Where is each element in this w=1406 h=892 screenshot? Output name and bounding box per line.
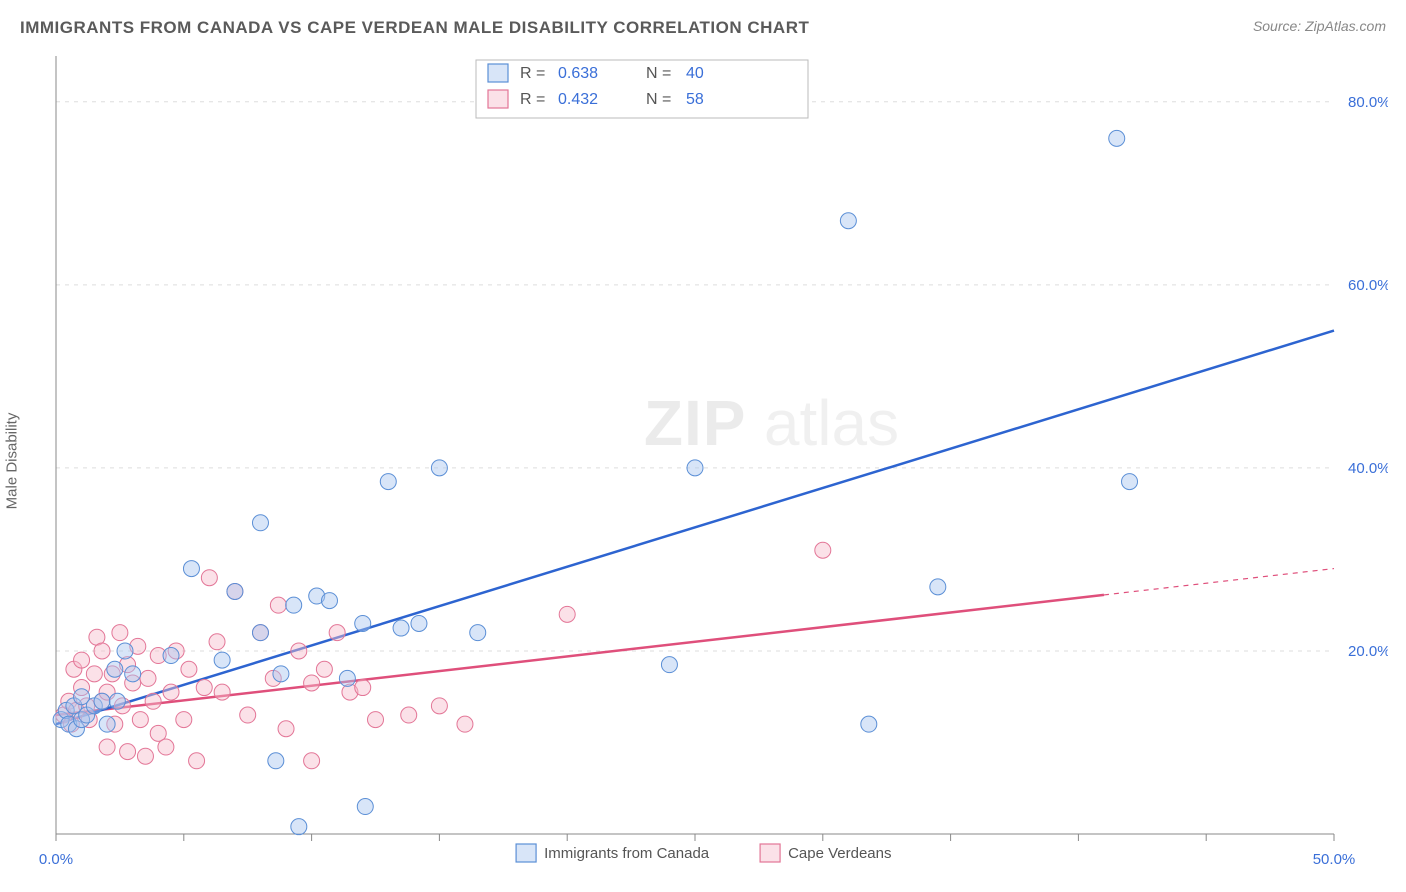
legend-swatch bbox=[488, 90, 508, 108]
data-point bbox=[74, 652, 90, 668]
data-point bbox=[227, 583, 243, 599]
data-point bbox=[252, 625, 268, 641]
data-point bbox=[214, 684, 230, 700]
data-point bbox=[158, 739, 174, 755]
data-point bbox=[278, 721, 294, 737]
data-point bbox=[99, 716, 115, 732]
data-point bbox=[132, 712, 148, 728]
data-point bbox=[286, 597, 302, 613]
data-point bbox=[815, 542, 831, 558]
data-point bbox=[181, 661, 197, 677]
legend-r-label: R = bbox=[520, 65, 545, 82]
data-point bbox=[109, 693, 125, 709]
source-attribution: Source: ZipAtlas.com bbox=[1253, 18, 1386, 34]
data-point bbox=[214, 652, 230, 668]
data-point bbox=[329, 625, 345, 641]
data-point bbox=[393, 620, 409, 636]
data-point bbox=[840, 213, 856, 229]
data-point bbox=[273, 666, 289, 682]
y-tick-label: 60.0% bbox=[1348, 277, 1388, 294]
x-tick-label: 0.0% bbox=[39, 851, 73, 868]
legend-series-label: Cape Verdeans bbox=[788, 845, 891, 862]
data-point bbox=[189, 753, 205, 769]
data-point bbox=[201, 570, 217, 586]
data-point bbox=[252, 515, 268, 531]
legend-r-label: R = bbox=[520, 91, 545, 108]
data-point bbox=[431, 460, 447, 476]
data-point bbox=[321, 593, 337, 609]
data-point bbox=[137, 748, 153, 764]
data-point bbox=[163, 648, 179, 664]
legend-swatch bbox=[516, 844, 536, 862]
chart-title: IMMIGRANTS FROM CANADA VS CAPE VERDEAN M… bbox=[20, 18, 809, 37]
data-point bbox=[355, 615, 371, 631]
data-point bbox=[661, 657, 677, 673]
data-point bbox=[240, 707, 256, 723]
watermark: atlas bbox=[764, 387, 899, 459]
data-point bbox=[107, 661, 123, 677]
legend-swatch bbox=[760, 844, 780, 862]
data-point bbox=[687, 460, 703, 476]
y-axis-label: Male Disability bbox=[4, 413, 21, 510]
data-point bbox=[930, 579, 946, 595]
data-point bbox=[304, 753, 320, 769]
data-point bbox=[117, 643, 133, 659]
data-point bbox=[368, 712, 384, 728]
data-point bbox=[268, 753, 284, 769]
data-point bbox=[120, 744, 136, 760]
data-point bbox=[291, 643, 307, 659]
data-point bbox=[163, 684, 179, 700]
data-point bbox=[291, 819, 307, 835]
data-point bbox=[86, 666, 102, 682]
data-point bbox=[304, 675, 320, 691]
data-point bbox=[176, 712, 192, 728]
trend-line-ext-capeverde bbox=[1104, 569, 1334, 595]
legend-r-value: 0.432 bbox=[558, 91, 598, 108]
data-point bbox=[339, 670, 355, 686]
trend-line-capeverde bbox=[56, 595, 1104, 715]
legend-r-value: 0.638 bbox=[558, 65, 598, 82]
data-point bbox=[94, 693, 110, 709]
data-point bbox=[316, 661, 332, 677]
correlation-scatter-chart: 20.0% 40.0% 60.0% 80.0% 0.0% 50.0% ZIPatlas R =… bbox=[18, 48, 1388, 874]
data-point bbox=[431, 698, 447, 714]
watermark: ZIP bbox=[644, 387, 747, 459]
legend-series-label: Immigrants from Canada bbox=[544, 845, 710, 862]
legend-swatch bbox=[488, 64, 508, 82]
legend-n-value: 40 bbox=[686, 65, 704, 82]
data-point bbox=[94, 643, 110, 659]
y-tick-label: 40.0% bbox=[1348, 460, 1388, 477]
data-point bbox=[112, 625, 128, 641]
data-point bbox=[380, 474, 396, 490]
data-point bbox=[861, 716, 877, 732]
data-point bbox=[411, 615, 427, 631]
data-point bbox=[1109, 130, 1125, 146]
data-point bbox=[355, 680, 371, 696]
data-point bbox=[196, 680, 212, 696]
source-name: ZipAtlas.com bbox=[1305, 18, 1386, 34]
legend-n-value: 58 bbox=[686, 91, 704, 108]
data-point bbox=[140, 670, 156, 686]
legend-n-label: N = bbox=[646, 65, 671, 82]
chart-container: Male Disability 20.0%40.0%60.0%80.0%0.0%… bbox=[18, 48, 1388, 874]
data-point bbox=[270, 597, 286, 613]
data-point bbox=[401, 707, 417, 723]
x-tick-label: 50.0% bbox=[1313, 851, 1356, 868]
data-point bbox=[357, 799, 373, 815]
data-point bbox=[99, 739, 115, 755]
y-tick-label: 80.0% bbox=[1348, 94, 1388, 111]
data-point bbox=[145, 693, 161, 709]
data-point bbox=[1122, 474, 1138, 490]
data-point bbox=[125, 666, 141, 682]
legend-n-label: N = bbox=[646, 91, 671, 108]
data-point bbox=[470, 625, 486, 641]
data-point bbox=[457, 716, 473, 732]
data-point bbox=[559, 606, 575, 622]
y-tick-label: 20.0% bbox=[1348, 643, 1388, 660]
data-point bbox=[183, 561, 199, 577]
data-point bbox=[209, 634, 225, 650]
source-prefix: Source: bbox=[1253, 18, 1305, 34]
